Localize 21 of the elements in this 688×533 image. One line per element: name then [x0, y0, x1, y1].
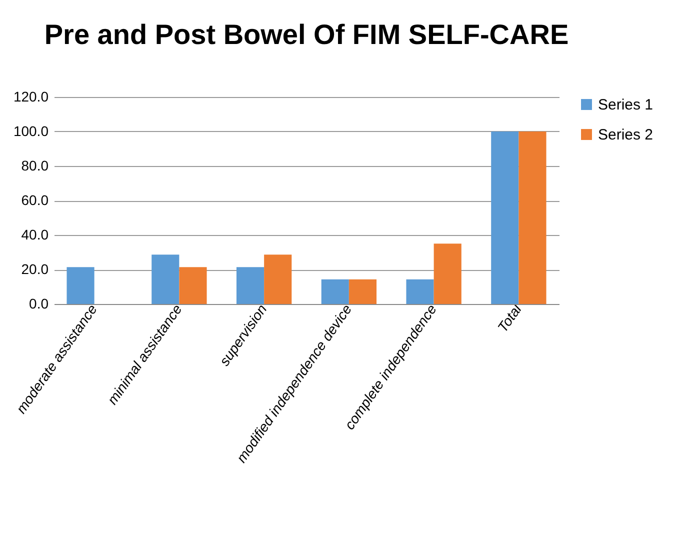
bar [236, 267, 264, 304]
y-tick-label: 80.0 [21, 158, 49, 174]
y-tick-label: 60.0 [21, 192, 49, 208]
bar [348, 279, 377, 304]
y-tick-label: 100.0 [13, 123, 49, 139]
bar [491, 132, 519, 304]
y-tick-label: 40.0 [21, 226, 49, 242]
bar [66, 267, 94, 304]
y-tick-label: 0.0 [29, 296, 49, 312]
bar [434, 244, 462, 304]
y-tick-label: 20.0 [21, 261, 49, 277]
bar [321, 279, 349, 304]
bar [179, 267, 207, 304]
bar [406, 279, 434, 304]
bar [518, 132, 546, 304]
bar [264, 254, 292, 304]
y-tick-label: 120.0 [13, 88, 49, 104]
legend-label: Series 2 [598, 126, 654, 144]
chart-title: Pre and Post Bowel Of FIM SELF-CARE [44, 19, 569, 50]
legend-label: Series 1 [598, 96, 654, 114]
bar [152, 254, 180, 304]
